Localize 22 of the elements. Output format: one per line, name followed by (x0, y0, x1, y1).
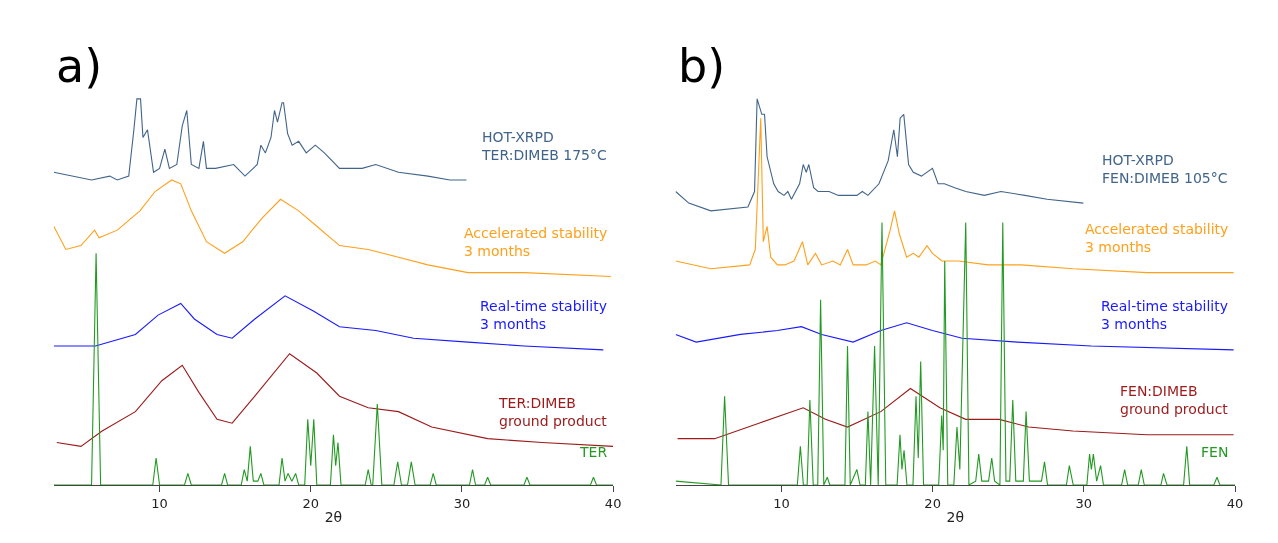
x-tick-label: 10 (151, 495, 168, 511)
series-label: HOT-XRPD FEN:DIMEB 105°C (1102, 152, 1228, 187)
x-tick-label: 10 (773, 495, 790, 511)
series-label: Accelerated stability 3 months (464, 225, 608, 260)
series-label: TER:DIMEB ground product (498, 395, 608, 430)
chart-title: b) (678, 39, 726, 93)
series-label: Real-time stability 3 months (480, 298, 608, 333)
series-label: HOT-XRPD TER:DIMEB 175°C (481, 129, 608, 164)
series-label: FEN (1201, 444, 1229, 460)
x-tick-label: 40 (1226, 495, 1244, 511)
x-tick-label: 20 (302, 495, 320, 511)
x-axis-title: 2θ (946, 508, 965, 525)
x-tick-label: 40 (604, 495, 622, 511)
series-label: Accelerated stability 3 months (1085, 221, 1229, 256)
series-label: TER (579, 444, 608, 460)
x-tick-label: 30 (1075, 495, 1093, 511)
x-axis-title: 2θ (324, 508, 343, 525)
chart-title: a) (56, 39, 103, 93)
series-label: FEN:DIMEB ground product (1120, 383, 1229, 418)
x-tick-label: 30 (453, 495, 471, 511)
series-label: Real-time stability 3 months (1101, 298, 1229, 333)
x-tick-label: 20 (924, 495, 941, 511)
